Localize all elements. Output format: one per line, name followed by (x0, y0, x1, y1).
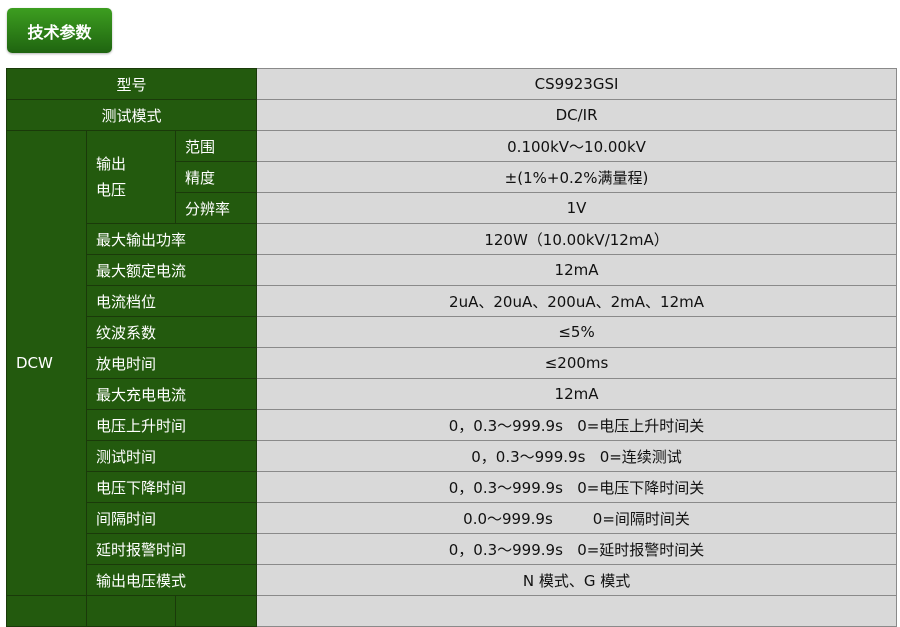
label-output-mode: 输出电压模式 (85, 564, 258, 596)
table-row: DCW 输出 电压 范围 0.100kV～10.00kV (6, 130, 898, 596)
value-rise-time: 0，0.3～999.9s 0=电压上升时间关 (256, 409, 898, 441)
table-row: 延时报警时间 0，0.3～999.9s 0=延时报警时间关 (7, 533, 898, 565)
table-row: 间隔时间 0.0～999.9s 0=间隔时间关 (7, 502, 898, 534)
table-row: 电压下降时间 0，0.3～999.9s 0=电压下降时间关 (7, 471, 898, 503)
value-range: 0.100kV～10.00kV (256, 130, 898, 162)
value-accuracy: ±(1%+0.2%满量程) (256, 161, 898, 193)
table-row: 输出电压模式 N 模式、G 模式 (7, 564, 898, 596)
table-row: 电压上升时间 0，0.3～999.9s 0=电压上升时间关 (7, 409, 898, 441)
table-row: 放电时间 ≤200ms (7, 347, 898, 379)
value-test-mode: DC/IR (256, 99, 898, 131)
label-test-mode: 测试模式 (5, 99, 258, 131)
table-row: 电流档位 2uA、20uA、200uA、2mA、12mA (7, 285, 898, 317)
label-resolution: 分辨率 (174, 192, 258, 224)
label-max-rated-current: 最大额定电流 (85, 254, 258, 286)
value-ripple: ≤5% (256, 316, 898, 348)
table-row: 测试时间 0，0.3～999.9s 0=连续测试 (7, 440, 898, 472)
value-fall-time: 0，0.3～999.9s 0=电压下降时间关 (256, 471, 898, 503)
label-alarm-delay: 延时报警时间 (85, 533, 258, 565)
value-discharge-time: ≤200ms (256, 347, 898, 379)
label-max-power: 最大输出功率 (85, 223, 258, 255)
value-alarm-delay: 0，0.3～999.9s 0=延时报警时间关 (256, 533, 898, 565)
value-max-power: 120W（10.00kV/12mA） (256, 223, 898, 255)
label-dcw: DCW (6, 130, 87, 596)
label-test-time: 测试时间 (85, 440, 258, 472)
label-model: 型号 (5, 68, 258, 100)
table-row: 测试模式 DC/IR (5, 99, 898, 131)
label-interval-time: 间隔时间 (85, 502, 258, 534)
value-current-ranges: 2uA、20uA、200uA、2mA、12mA (256, 285, 898, 317)
table-row: 最大充电电流 12mA (7, 378, 898, 410)
label-accuracy: 精度 (174, 161, 258, 193)
table-row: 型号 CS9923GSI (5, 68, 898, 100)
table-row: 最大额定电流 12mA (7, 254, 898, 286)
label-output-voltage: 输出 电压 (86, 130, 176, 224)
table-row: 分辨率 1V (7, 192, 898, 224)
interval-range: 0.0～999.9s (463, 509, 553, 528)
interval-off-note: 0=间隔时间关 (592, 509, 690, 528)
value-max-rated-current: 12mA (256, 254, 898, 286)
value-model: CS9923GSI (256, 68, 898, 100)
value-output-mode: N 模式、G 模式 (256, 564, 898, 596)
label-rise-time: 电压上升时间 (85, 409, 258, 441)
value-resolution: 1V (256, 192, 898, 224)
label-ripple: 纹波系数 (85, 316, 258, 348)
label-current-ranges: 电流档位 (85, 285, 258, 317)
table-row: 纹波系数 ≤5% (7, 316, 898, 348)
label-range: 范围 (174, 130, 258, 162)
value-test-time: 0，0.3～999.9s 0=连续测试 (256, 440, 898, 472)
spec-table: 型号 CS9923GSI 测试模式 DC/IR DCW 输出 电压 范围 0.100kV… (5, 68, 898, 627)
value-interval-time: 0.0～999.9s 0=间隔时间关 (256, 502, 898, 534)
tech-params-tab-button[interactable]: 技术参数 (7, 8, 112, 53)
label-fall-time: 电压下降时间 (85, 471, 258, 503)
label-max-charge-current: 最大充电电流 (85, 378, 258, 410)
table-row: 精度 ±(1%+0.2%满量程) (7, 161, 898, 193)
label-discharge-time: 放电时间 (85, 347, 258, 379)
value-max-charge-current: 12mA (256, 378, 898, 410)
table-row: 最大输出功率 120W（10.00kV/12mA） (7, 223, 898, 255)
table-row-partial (6, 595, 898, 627)
